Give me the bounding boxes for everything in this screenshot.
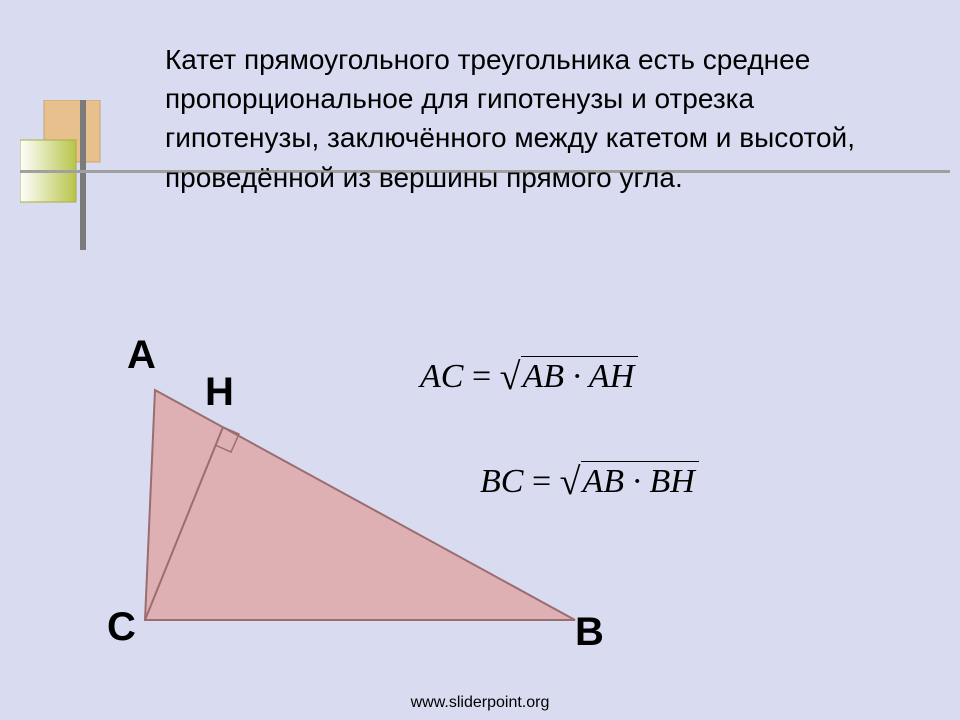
formula-bc-lhs: BC [480,463,523,500]
formula-bc: BC = √AB · BH [480,460,699,504]
formula-bc-radicand: AB · BH [581,461,699,501]
vertex-a-label: A [127,333,156,378]
vertex-h-label: H [205,370,234,415]
theorem-text: Катет прямоугольного треугольника есть с… [165,40,915,197]
formula-ac: AC = √AB · AH [420,355,638,399]
formula-ac-lhs: AC [420,358,463,395]
vertex-c-label: C [107,605,136,650]
diagram-area: A H C B AC = √AB · AH BC = √AB · BH [85,330,885,660]
formula-ac-radicand: AB · AH [521,356,639,396]
slide: Катет прямоугольного треугольника есть с… [0,0,960,720]
vertex-b-label: B [575,610,604,655]
footer-url: www.sliderpoint.org [0,694,960,712]
